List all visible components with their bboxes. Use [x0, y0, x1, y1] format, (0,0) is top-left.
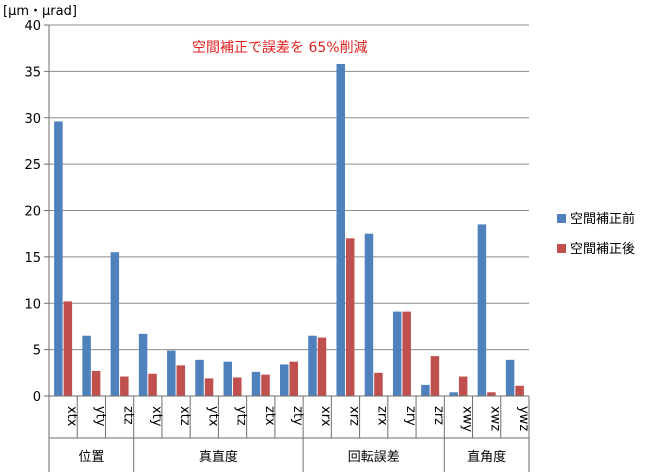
y-tick-label: 40	[24, 19, 41, 34]
group-label: 直角度	[467, 449, 506, 465]
bar-after-xwz	[487, 392, 496, 396]
bar-before-xty	[138, 333, 148, 396]
bar-after-xrx	[317, 337, 327, 396]
bar-before-ztx	[251, 371, 261, 396]
y-tick-label: 35	[24, 65, 41, 80]
bar-before-yty	[82, 335, 91, 396]
bar-before-xtx	[54, 121, 63, 397]
bar-after-xwy	[458, 376, 468, 396]
bar-after-yty	[91, 370, 101, 396]
bar-after-xtz	[176, 365, 186, 396]
bar-before-ztz	[110, 252, 120, 396]
x-tick-label: ywz	[516, 406, 531, 431]
x-tick-label: xty	[149, 406, 164, 427]
bar-before-zrz	[421, 384, 430, 396]
bar-after-zry	[402, 311, 411, 396]
y-tick-label: 30	[24, 112, 41, 127]
bar-after-xtx	[63, 301, 73, 396]
bar-before-zty	[280, 364, 289, 396]
bar-after-xrz	[345, 238, 355, 396]
legend-swatch	[557, 244, 566, 253]
bar-before-xwy	[449, 392, 458, 396]
x-tick-label: ytz	[234, 406, 249, 426]
x-tick-labels: xtx yty ztz xty xtz ytx ytz ztx zty xrx xrz zrx zry z…	[64, 406, 531, 432]
x-tick-label: yty	[92, 406, 107, 427]
bar-before-xwz	[477, 224, 487, 396]
y-tick-label: 0	[33, 390, 41, 405]
bar-before-zry	[392, 311, 402, 396]
x-tick-label: xwz	[488, 406, 503, 431]
bar-after-zrx	[374, 372, 383, 396]
bar-before-zrx	[364, 233, 374, 396]
bar-after-ztx	[261, 374, 270, 396]
y-tick-label: 5	[33, 344, 41, 359]
x-tick-label: xtz	[177, 406, 192, 426]
bar-after-ywz	[515, 385, 524, 396]
y-axis-label: [μm・μrad]	[3, 4, 77, 19]
legend-label: 空間補正後	[570, 242, 635, 257]
group-label: 位置	[78, 450, 104, 465]
x-tick-label: zty	[290, 406, 305, 426]
bar-before-xrz	[336, 63, 345, 396]
bar-before-ytx	[195, 359, 204, 396]
chart-annotation: 空間補正で誤差を 65%削減	[192, 39, 368, 56]
bar-before-ywz	[505, 359, 515, 396]
x-tick-label: zrz	[431, 406, 446, 425]
group-label: 真直度	[199, 449, 238, 465]
x-tick-label: ztz	[121, 406, 136, 425]
y-tick-label: 15	[24, 251, 41, 266]
bar-before-xrx	[308, 335, 317, 396]
y-tick-label: 10	[24, 297, 41, 312]
bar-after-xty	[148, 373, 157, 396]
x-tick-label: ytx	[205, 406, 220, 427]
y-tick-label: 20	[24, 205, 41, 220]
group-label: 回転誤差	[348, 449, 400, 465]
bar-after-zty	[289, 361, 298, 396]
axes	[44, 24, 530, 472]
x-tick-label: xtx	[64, 406, 79, 427]
y-tick-label: 25	[24, 158, 41, 173]
bar-after-ytx	[204, 378, 214, 396]
y-tick-labels: 0 5 10 15 20 25 30 35 40	[24, 19, 41, 405]
group-labels: 位置 真直度 回転誤差 直角度	[78, 449, 506, 465]
bar-after-ytz	[233, 377, 242, 396]
bars	[54, 63, 524, 397]
bar-before-ytz	[223, 361, 233, 396]
gridlines	[49, 24, 529, 351]
x-tick-label: xwy	[459, 406, 474, 432]
x-tick-label: zrx	[375, 406, 390, 426]
x-tick-label: ztx	[262, 406, 277, 426]
legend-label: 空間補正前	[570, 211, 635, 227]
x-tick-label: xrx	[318, 406, 333, 427]
x-tick-label: xrz	[346, 406, 361, 426]
legend-swatch	[557, 214, 566, 223]
bar-after-ztz	[120, 376, 129, 396]
bar-after-zrz	[430, 356, 440, 396]
bar-before-xtz	[167, 350, 176, 396]
x-tick-label: zry	[403, 406, 418, 426]
